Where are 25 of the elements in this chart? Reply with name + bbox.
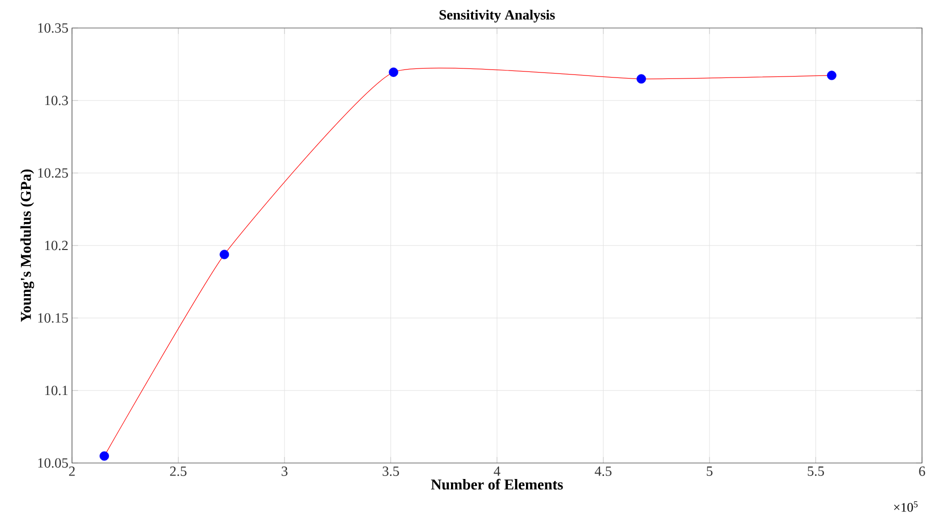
y-tick-label: 10.2: [45, 240, 68, 250]
y-axis-title: Young's Modulus (GPa): [20, 169, 34, 322]
x-tick-label: 2: [69, 466, 75, 476]
x-tick-label: 5.5: [808, 466, 824, 476]
x-tick-label: 2.5: [170, 466, 186, 476]
x-tick-label: 3: [282, 466, 288, 476]
y-tick-label: 10.3: [45, 96, 68, 106]
x-tick-label: 6: [919, 466, 926, 476]
text: ×10$^{5}$: [894, 501, 918, 512]
x-tick-label: 3.5: [382, 466, 399, 476]
point: [220, 250, 230, 260]
x-axis-title: Number of Elements: [431, 478, 563, 490]
x-tick-label: 5: [706, 466, 712, 476]
point: [100, 451, 109, 461]
y-tick-label: 10.1: [45, 386, 68, 396]
chart-title: Sensitivity Analysis: [440, 10, 555, 22]
point: [826, 70, 836, 80]
x-tick-label: 4: [494, 466, 500, 476]
x-tick-label: 4.5: [594, 466, 612, 476]
point: [388, 68, 398, 77]
y-tick-label: 10.15: [38, 313, 68, 323]
y-tick-label: 10.05: [38, 458, 68, 468]
point: [636, 74, 646, 84]
y-tick-label: 10.25: [38, 168, 68, 178]
y-tick-label: 10.35: [38, 23, 68, 33]
